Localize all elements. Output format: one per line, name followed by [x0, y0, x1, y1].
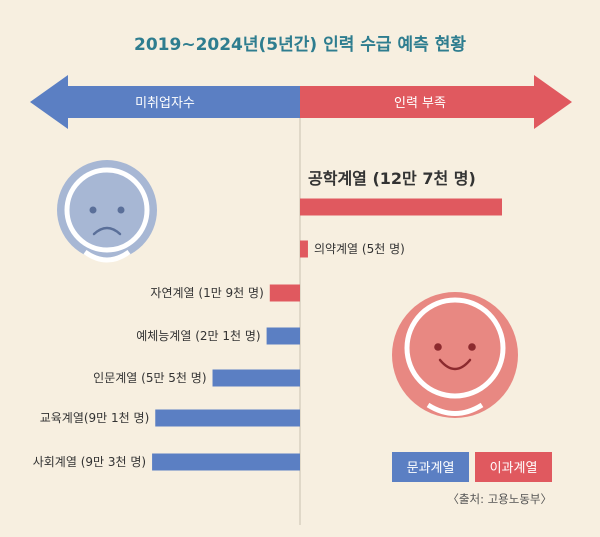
bar-label-1: 의약계열 (5천 명) [314, 241, 405, 256]
source-note: 〈출처: 고용노동부〉 [447, 492, 552, 506]
bar-5 [155, 409, 300, 427]
sad-face-icon [57, 160, 157, 263]
arrow-right-label: 인력 부족 [394, 96, 446, 111]
bar-1 [300, 240, 308, 258]
arrow-left-label: 미취업자수 [135, 96, 195, 111]
bar-label-5: 교육계열(9만 1천 명) [40, 410, 150, 425]
bars-group: 공학계열 (12만 7천 명) 의약계열 (5천 명) 자연계열 (1만 9천 명)… [33, 169, 502, 471]
legend-swatch-humanities [392, 452, 469, 482]
bar-label-3: 예체능계열 (2만 1천 명) [136, 328, 260, 343]
chart-title: 2019~2024년(5년간) 인력 수급 예측 현황 [134, 35, 466, 55]
bar-0 [300, 198, 502, 216]
legend-swatch-science [475, 452, 552, 482]
bar-4 [212, 369, 300, 387]
right-arrow [300, 75, 572, 129]
bar-label-0: 공학계열 (12만 7천 명) [308, 169, 476, 188]
happy-face-icon [392, 292, 518, 418]
legend-label-humanities: 문과계열 [407, 461, 455, 476]
bar-label-6: 사회계열 (9만 3천 명) [33, 454, 146, 469]
bar-6 [152, 453, 300, 471]
left-arrow [30, 75, 300, 129]
bar-3 [266, 327, 300, 345]
bar-label-2: 자연계열 (1만 9천 명) [150, 285, 263, 300]
bar-2 [269, 284, 300, 302]
legend-label-science: 이과계열 [490, 461, 538, 476]
bar-label-4: 인문계열 (5만 5천 명) [93, 370, 206, 385]
